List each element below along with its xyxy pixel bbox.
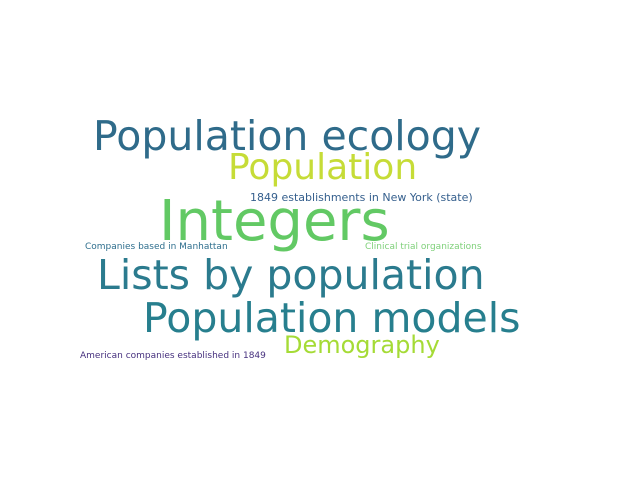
word-population: Population xyxy=(228,147,418,188)
word-american-companies-1849: American companies established in 1849 xyxy=(80,351,266,361)
word-clinical-trial-organizations: Clinical trial organizations xyxy=(365,242,482,252)
word-1849-establishments-new-york: 1849 establishments in New York (state) xyxy=(250,191,473,204)
word-lists-by-population: Lists by population xyxy=(97,251,485,299)
word-population-ecology: Population ecology xyxy=(93,112,482,160)
word-population-models: Population models xyxy=(143,294,521,342)
word-demography: Demography xyxy=(284,331,440,359)
word-integers: Integers xyxy=(159,189,390,254)
word-companies-manhattan: Companies based in Manhattan xyxy=(85,242,228,252)
